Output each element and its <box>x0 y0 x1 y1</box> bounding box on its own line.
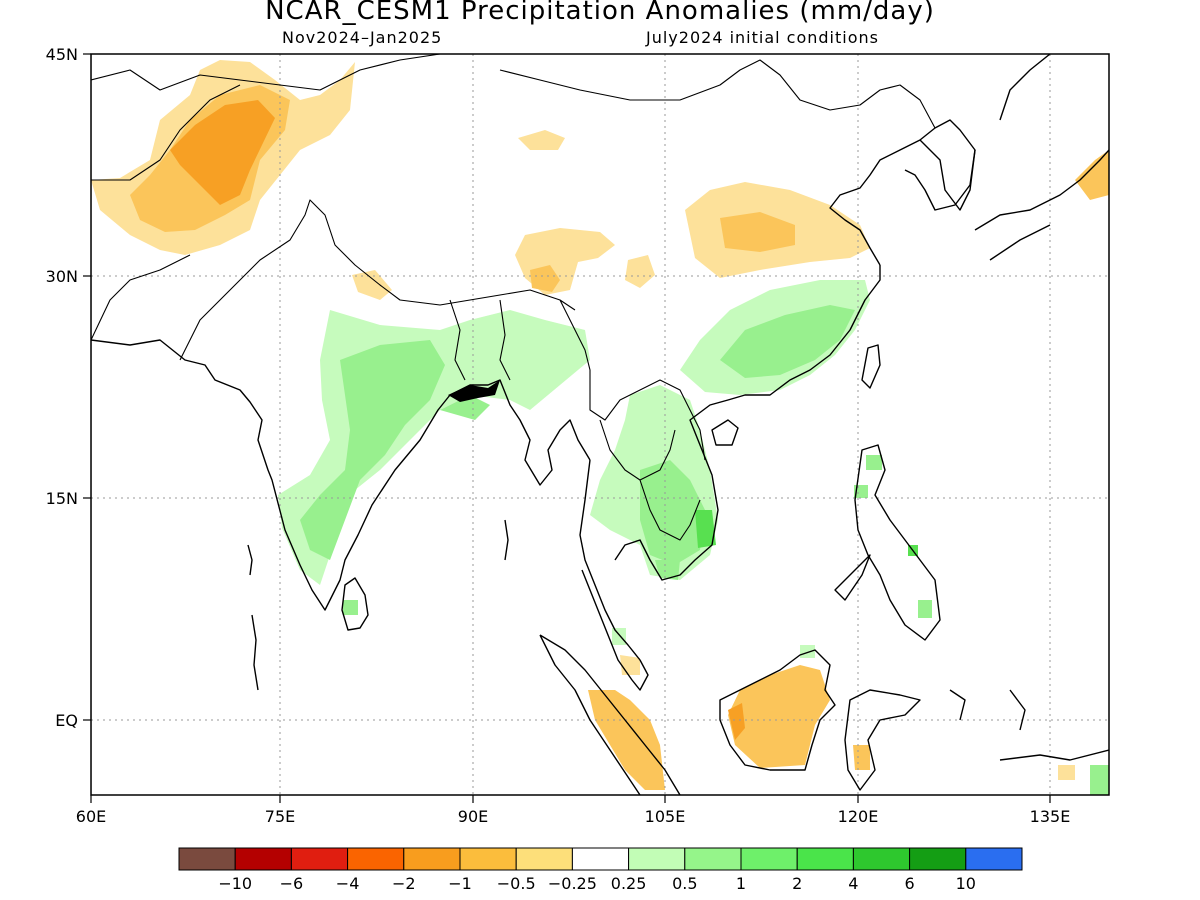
y-tick-label: 30N <box>46 267 78 286</box>
dry-anomaly-tibet-core <box>530 265 560 292</box>
colorbar-label: −2 <box>392 874 416 893</box>
coastlines-and-borders <box>91 54 1109 795</box>
dry-anomaly-north-china-core <box>720 212 795 252</box>
colorbar-swatch <box>740 847 798 871</box>
wet-anomaly-luzon <box>866 455 882 470</box>
x-tick-label: 105E <box>645 807 686 826</box>
wet-anomaly-south-china-core <box>720 305 855 378</box>
colorbar: −10 −6 −4 −2 −1 −0.5 −0.25 0.25 0.5 1 2 4 6 10 <box>178 847 1023 893</box>
japan-coastline <box>974 54 1109 261</box>
wet-anomaly-sri-lanka <box>343 600 358 615</box>
dry-anomaly-mongolia <box>518 130 565 150</box>
tick-marks <box>83 53 1051 803</box>
dry-anomaly-sumatra <box>588 690 665 790</box>
colorbar-label: −1 <box>448 874 472 893</box>
x-axis-labels: 60E 75E 90E 105E 120E 135E <box>76 807 1071 826</box>
dry-anomaly-qinghai <box>625 255 655 288</box>
borneo-coastline <box>719 649 836 771</box>
colorbar-label: −0.5 <box>497 874 536 893</box>
dry-anomaly-sulawesi <box>853 745 870 770</box>
colorbar-label: 10 <box>956 874 976 893</box>
colorbar-swatch <box>347 847 405 871</box>
colorbar-swatch <box>628 847 686 871</box>
dry-anomaly-new-guinea <box>1058 765 1075 780</box>
anomaly-shading <box>91 60 1109 795</box>
wet-anomaly-india-core <box>300 340 445 560</box>
colorbar-swatch <box>178 847 236 871</box>
dry-anomaly-nepal <box>352 270 392 300</box>
forecast-period: Nov2024–Jan2025 <box>282 28 443 47</box>
philippines-coastline <box>854 444 941 641</box>
colorbar-label: −6 <box>280 874 304 893</box>
x-tick-label: 60E <box>76 807 106 826</box>
dry-anomaly-malay-peninsula <box>620 655 640 675</box>
colorbar-swatch <box>571 847 630 871</box>
dry-anomaly-borneo-core <box>728 703 745 740</box>
x-tick-label: 135E <box>1030 807 1071 826</box>
sumatra-coastline <box>539 634 681 795</box>
colorbar-label: 4 <box>848 874 858 893</box>
wet-anomaly-new-guinea <box>1090 765 1109 795</box>
wet-anomaly-vietnam-coast <box>695 510 716 548</box>
sri-lanka-coastline <box>341 577 369 631</box>
initial-conditions-note: July2024 initial conditions <box>646 28 879 47</box>
colorbar-swatch <box>796 847 854 871</box>
map-title: NCAR_CESM1 Precipitation Anomalies (mm/d… <box>265 0 935 26</box>
dry-anomaly-tibet <box>515 228 615 295</box>
dry-anomaly-japan <box>1075 150 1109 200</box>
palawan-coastline <box>834 554 871 601</box>
colorbar-label: −4 <box>336 874 360 893</box>
wet-anomaly-mindanao <box>918 600 932 618</box>
y-tick-label: 15N <box>46 489 78 508</box>
wet-anomaly-indochina-core <box>640 460 705 565</box>
colorbar-label: 0.5 <box>672 874 697 893</box>
colorbar-swatch <box>965 847 1023 871</box>
colorbar-swatch <box>290 847 349 871</box>
colorbar-swatch <box>459 847 517 871</box>
colorbar-label: 6 <box>905 874 915 893</box>
sulawesi-coastline <box>844 689 921 791</box>
wet-anomaly-malay-north <box>612 628 626 645</box>
colorbar-swatch <box>909 847 967 871</box>
dry-anomaly-central-asia-strong <box>170 100 275 205</box>
ganges-delta <box>448 380 500 402</box>
plot-frame <box>90 53 1110 796</box>
y-tick-label: 45N <box>46 45 78 64</box>
colorbar-swatch <box>403 847 461 871</box>
graticule <box>91 54 1109 795</box>
wet-anomaly-luzon-south <box>854 485 868 498</box>
colorbar-label: −0.25 <box>548 874 597 893</box>
new-guinea-coastline <box>949 689 1109 761</box>
x-tick-label: 120E <box>838 807 879 826</box>
wet-anomaly-borneo-north <box>800 645 815 658</box>
india-coastline <box>91 339 591 611</box>
x-tick-label: 90E <box>458 807 488 826</box>
colorbar-swatch <box>515 847 573 871</box>
hainan-coastline <box>711 419 739 446</box>
wet-anomaly-bangladesh-south <box>440 395 490 420</box>
colorbar-swatch <box>852 847 911 871</box>
y-axis-labels: 45N 30N 15N EQ <box>46 45 78 730</box>
x-tick-label: 75E <box>265 807 295 826</box>
colorbar-swatch <box>234 847 292 871</box>
colorbar-swatch <box>684 847 742 871</box>
andaman-islands <box>247 519 509 691</box>
wet-anomaly-mekong <box>655 560 680 580</box>
taiwan-coastline <box>861 344 881 389</box>
colorbar-label: −10 <box>218 874 252 893</box>
dry-anomaly-borneo <box>728 665 830 768</box>
y-tick-label: EQ <box>55 711 78 730</box>
gulf-of-thailand-coast <box>614 265 881 581</box>
colorbar-label: 0.25 <box>611 874 647 893</box>
country-borders <box>91 54 936 795</box>
colorbar-label: 1 <box>736 874 746 893</box>
indochina-coastline <box>579 459 649 691</box>
colorbar-label: 2 <box>792 874 802 893</box>
korea-coastline <box>919 139 976 211</box>
